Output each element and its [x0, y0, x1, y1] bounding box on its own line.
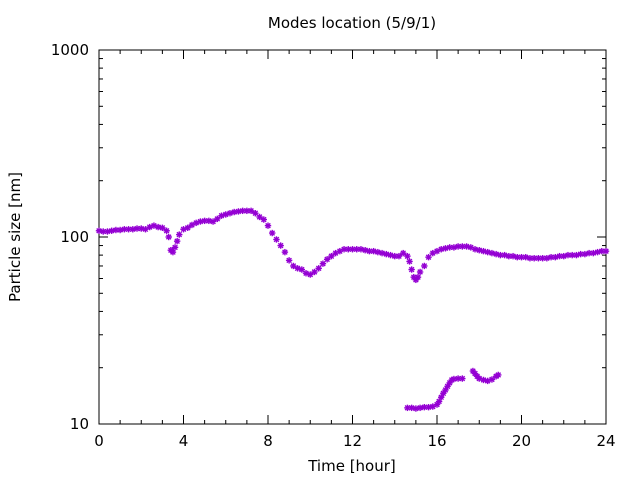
data-point	[414, 273, 422, 281]
data-point	[425, 253, 432, 261]
data-point	[173, 237, 181, 245]
data-point	[378, 249, 386, 257]
data-point	[256, 213, 263, 221]
y-axis-label: Particle size [nm]	[6, 172, 24, 302]
data-point	[307, 271, 314, 278]
data-point	[281, 248, 289, 256]
y-tick-label: 1000	[51, 41, 89, 59]
data-point	[125, 226, 132, 233]
data-point	[400, 249, 407, 257]
data-point	[459, 375, 466, 382]
x-tick-label: 12	[343, 432, 362, 450]
data-point	[421, 262, 428, 270]
data-point	[269, 229, 276, 237]
data-point	[319, 260, 327, 267]
data-point	[159, 224, 166, 231]
data-point	[463, 243, 470, 250]
data-point	[484, 377, 491, 385]
data-point	[163, 227, 170, 234]
data-point	[209, 218, 217, 225]
data-point	[602, 247, 610, 255]
data-point	[277, 242, 284, 249]
data-point	[239, 207, 246, 215]
data-point	[323, 256, 331, 263]
data-point	[406, 258, 413, 265]
data-point	[252, 210, 259, 217]
data-point	[311, 268, 318, 276]
data-point	[285, 257, 293, 264]
data-point	[408, 266, 415, 273]
x-tick-label: 20	[512, 432, 531, 450]
x-tick-label: 4	[179, 432, 189, 450]
data-point	[171, 244, 179, 251]
x-tick-label: 8	[263, 432, 273, 450]
data-point	[169, 248, 177, 256]
data-point	[416, 268, 424, 276]
data-point	[556, 252, 563, 260]
data-point	[412, 405, 420, 412]
data-point	[176, 231, 183, 238]
data-point	[395, 252, 403, 260]
data-point	[459, 243, 466, 250]
data-point	[505, 252, 513, 260]
data-point	[138, 225, 145, 232]
data-point	[298, 266, 305, 273]
y-tick-labels: 10 100 1000	[51, 41, 89, 433]
data-point	[328, 252, 335, 260]
data-point	[569, 251, 576, 259]
data-point	[488, 376, 496, 383]
data-point	[264, 222, 272, 229]
data-point	[165, 233, 172, 241]
data-point	[129, 226, 136, 233]
plot-frame	[98, 49, 607, 425]
data-point	[260, 216, 267, 223]
data-point	[564, 251, 572, 259]
data-point	[404, 252, 411, 260]
x-tick-label: 24	[596, 432, 615, 450]
data-point	[184, 224, 191, 231]
data-point	[108, 227, 115, 234]
x-tick-label: 0	[94, 432, 104, 450]
data-points	[95, 207, 610, 412]
data-point	[154, 223, 162, 231]
data-point	[273, 236, 280, 243]
x-axis-label: Time [hour]	[307, 457, 396, 475]
data-point	[214, 215, 221, 223]
data-point	[349, 246, 356, 253]
data-point	[416, 404, 424, 412]
axis-ticks	[98, 49, 607, 425]
chart-title: Modes location (5/9/1)	[268, 14, 436, 32]
y-tick-label: 100	[60, 228, 89, 246]
data-point	[315, 265, 322, 272]
x-tick-labels: 0 4 8 12 16 20 24	[94, 432, 615, 450]
x-tick-label: 16	[427, 432, 446, 450]
data-point	[433, 401, 441, 408]
y-tick-label: 10	[70, 415, 89, 433]
data-point	[95, 227, 103, 234]
data-point	[495, 371, 502, 379]
data-point	[345, 246, 352, 253]
data-point	[188, 221, 196, 229]
data-point	[104, 228, 111, 235]
data-point	[116, 226, 124, 234]
